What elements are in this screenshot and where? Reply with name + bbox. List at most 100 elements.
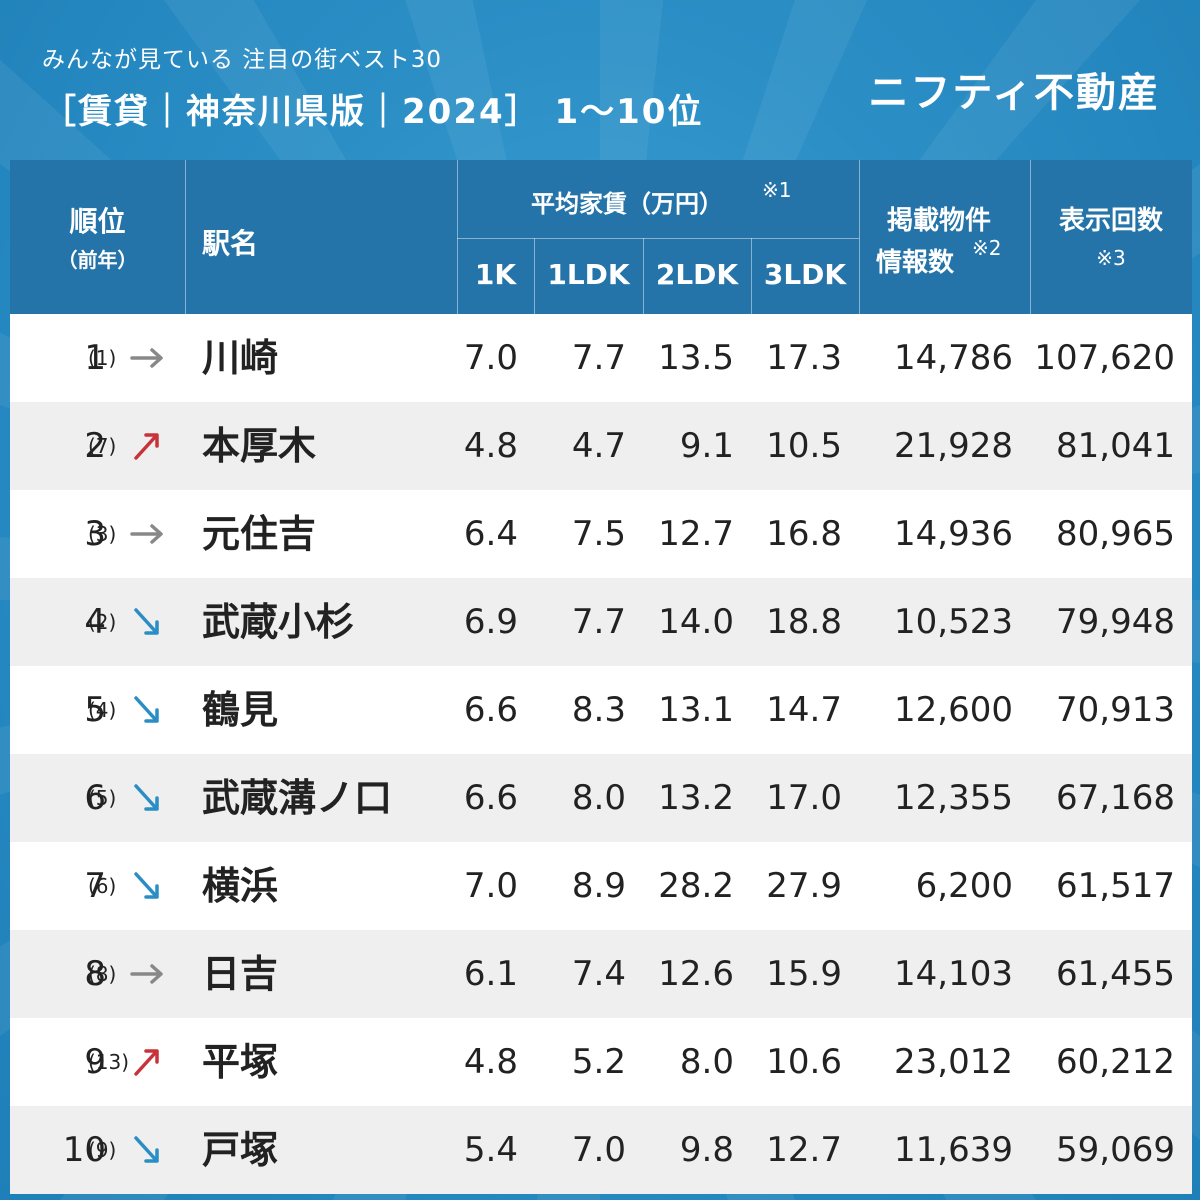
value-listings: 14,103: [894, 954, 1013, 994]
prev-rank: (4): [88, 698, 117, 722]
value-views: 59,069: [1056, 1130, 1175, 1170]
table-row: 3 (3) 元住吉 6.4 7.5 12.7 16.8 14,936 80,965: [10, 490, 1192, 578]
header-1ldk: 1LDK: [547, 258, 630, 291]
station-name: 戸塚: [202, 1128, 279, 1172]
header-2ldk: 2LDK: [655, 258, 739, 291]
value-ldk1: 7.7: [571, 602, 626, 642]
value-ldk3: 12.7: [766, 1130, 842, 1170]
prev-rank: (5): [88, 786, 117, 810]
rank: 8: [84, 954, 106, 994]
rank: 7: [84, 866, 106, 906]
value-listings: 11,639: [894, 1130, 1013, 1170]
rank: 5: [84, 690, 106, 730]
header-station: 駅名: [202, 227, 259, 260]
value-ldk3: 17.3: [766, 338, 842, 378]
trend-down-arrow-icon: [128, 754, 168, 842]
header-1k: 1K: [474, 258, 517, 291]
trend-same-arrow-icon: [128, 490, 168, 578]
value-ldk2: 13.5: [658, 338, 734, 378]
value-listings: 10,523: [894, 602, 1013, 642]
value-ldk1: 7.7: [571, 338, 626, 378]
ranking-table: 順位 （前年） 駅名 平均家賃（万円） ※1 1K 1LDK 2LDK 3LDK…: [10, 160, 1192, 1194]
divider: [534, 238, 535, 314]
divider: [859, 160, 860, 314]
value-ldk3: 17.0: [766, 778, 842, 818]
value-ldk2: 13.1: [658, 690, 734, 730]
value-ldk1: 5.2: [571, 1042, 626, 1082]
rank: 2: [84, 426, 106, 466]
table-row: 9 (13) 平塚 4.8 5.2 8.0 10.6 23,012 60,212: [10, 1018, 1192, 1106]
value-ldk2: 12.7: [658, 514, 734, 554]
prev-rank: (6): [88, 874, 117, 898]
rank: 4: [84, 602, 106, 642]
value-ldk3: 27.9: [766, 866, 842, 906]
value-views: 70,913: [1056, 690, 1175, 730]
value-ldk2: 13.2: [658, 778, 734, 818]
header-rank: 順位: [69, 205, 126, 238]
prev-rank: (2): [88, 610, 117, 634]
value-listings: 23,012: [894, 1042, 1013, 1082]
value-listings: 21,928: [894, 426, 1013, 466]
value-ldk1: 7.4: [571, 954, 626, 994]
value-k1: 4.8: [463, 1042, 518, 1082]
value-views: 61,455: [1056, 954, 1175, 994]
value-listings: 12,600: [894, 690, 1013, 730]
value-ldk2: 9.8: [679, 1130, 734, 1170]
divider: [1030, 160, 1031, 314]
table-row: 5 (4) 鶴見 6.6 8.3 13.1 14.7 12,600 70,913: [10, 666, 1192, 754]
station-name: 武蔵溝ノ口: [202, 776, 393, 820]
value-ldk3: 10.5: [766, 426, 842, 466]
table-row: 10 (9) 戸塚 5.4 7.0 9.8 12.7 11,639 59,069: [10, 1106, 1192, 1194]
station-name: 鶴見: [202, 688, 279, 732]
value-k1: 6.6: [463, 778, 518, 818]
prev-rank: (1): [88, 346, 117, 370]
prev-rank: (3): [88, 522, 117, 546]
trend-down-arrow-icon: [128, 842, 168, 930]
table-row: 2 (7) 本厚木 4.8 4.7 9.1 10.5 21,928 81,041: [10, 402, 1192, 490]
value-views: 61,517: [1056, 866, 1175, 906]
trend-up-arrow-icon: [128, 1018, 168, 1106]
table-row: 1 (1) 川崎 7.0 7.7 13.5 17.3 14,786 107,620: [10, 314, 1192, 402]
trend-down-arrow-icon: [128, 578, 168, 666]
station-name: 日吉: [202, 952, 279, 996]
value-k1: 6.9: [463, 602, 518, 642]
header-3ldk: 3LDK: [763, 258, 847, 291]
value-k1: 6.6: [463, 690, 518, 730]
table-body: 1 (1) 川崎 7.0 7.7 13.5 17.3 14,786 107,620 2 (7) 本厚木…: [10, 314, 1192, 1194]
value-ldk2: 12.6: [658, 954, 734, 994]
divider: [185, 160, 186, 314]
value-ldk1: 7.0: [571, 1130, 626, 1170]
value-listings: 6,200: [915, 866, 1013, 906]
prev-rank: (13): [88, 1050, 130, 1074]
rank: 6: [84, 778, 106, 818]
divider: [751, 238, 752, 314]
table-row: 4 (2) 武蔵小杉 6.9 7.7 14.0 18.8 10,523 79,948: [10, 578, 1192, 666]
brand-logo: ニフティ不動産: [868, 70, 1160, 116]
header-views-note: ※3: [1096, 246, 1126, 270]
value-ldk1: 8.9: [571, 866, 626, 906]
rank: 1: [84, 338, 106, 378]
value-views: 67,168: [1056, 778, 1175, 818]
prev-rank: (8): [88, 962, 117, 986]
divider: [643, 238, 644, 314]
value-k1: 7.0: [463, 866, 518, 906]
prev-rank: (7): [88, 434, 117, 458]
value-ldk3: 18.8: [766, 602, 842, 642]
station-name: 本厚木: [202, 424, 317, 468]
value-ldk3: 10.6: [766, 1042, 842, 1082]
rank: 10: [62, 1130, 106, 1170]
value-k1: 6.4: [463, 514, 518, 554]
station-name: 武蔵小杉: [202, 600, 355, 644]
rank: 9: [84, 1042, 106, 1082]
value-ldk2: 9.1: [679, 426, 734, 466]
header-rent: 平均家賃（万円）: [531, 190, 723, 218]
trend-same-arrow-icon: [128, 314, 168, 402]
value-views: 107,620: [1034, 338, 1175, 378]
value-ldk3: 14.7: [766, 690, 842, 730]
table-row: 8 (8) 日吉 6.1 7.4 12.6 15.9 14,103 61,455: [10, 930, 1192, 1018]
header-rank-prev: （前年）: [57, 248, 138, 272]
value-ldk2: 14.0: [658, 602, 734, 642]
value-ldk3: 15.9: [766, 954, 842, 994]
station-name: 平塚: [202, 1040, 279, 1084]
value-k1: 6.1: [463, 954, 518, 994]
